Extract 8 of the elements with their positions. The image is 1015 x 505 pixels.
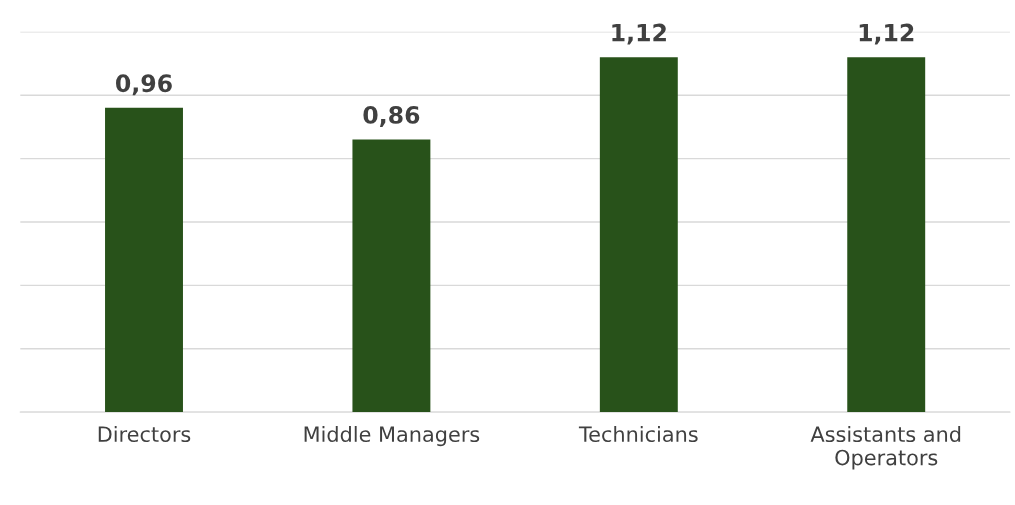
x-tick-label: Technicians — [578, 425, 698, 443]
x-tick-label: Assistants and Operators — [810, 425, 961, 470]
data-label: 0,86 — [363, 106, 420, 127]
x-tick-label: Directors — [98, 425, 191, 443]
data-label: 1,12 — [612, 23, 666, 45]
x-tick-label: Middle Managers — [304, 425, 480, 447]
data-label: 0,96 — [116, 74, 172, 96]
data-label: 1,12 — [859, 23, 914, 45]
